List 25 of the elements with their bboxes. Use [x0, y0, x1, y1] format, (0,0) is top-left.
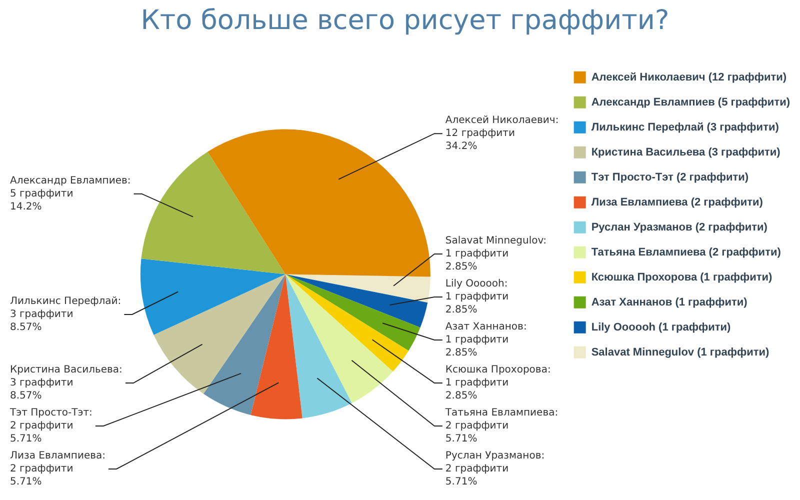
- legend-label: Лиза Евлампиева (2 граффити): [591, 196, 764, 208]
- legend-label: Ксюшка Прохорова (1 граффити): [591, 271, 773, 284]
- data-label: Тэт Просто-Тэт: 2 граффити 5.71%: [9, 408, 92, 445]
- data-label: Татьяна Евлампиева: 2 граффити 5.71%: [444, 408, 558, 445]
- legend-label: Алексей Николаевич (12 граффити): [591, 71, 787, 84]
- legend-label: Азат Ханнанов (1 граффити): [591, 296, 748, 308]
- legend-label: Тэт Просто-Тэт (2 граффити): [591, 171, 749, 184]
- legend-label: Salavat Minnegulov (1 граффити): [591, 346, 770, 358]
- legend-label: Лилькинс Перефлай (3 граффити): [591, 121, 780, 134]
- data-label: Лилькинс Перефлай: 3 граффити 8.57%: [10, 296, 122, 334]
- data-label: Лиза Евлампиева: 2 граффити 5.71%: [10, 450, 106, 488]
- data-label: Руслан Уразманов: 2 граффити 5.71%: [445, 450, 545, 488]
- legend-label: Кристина Васильева (3 граффити): [591, 146, 781, 158]
- data-label: Кристина Васильева: 3 граффити 8.57%: [10, 364, 122, 402]
- data-label: Александр Евлампиев: 5 граффити 14.2%: [10, 175, 131, 212]
- data-label: Ксюшка Прохорова: 1 граффити 2.85%: [445, 364, 551, 402]
- data-label: Salavat Minnegulov: 1 граффити 2.85%: [445, 236, 547, 273]
- data-label: Азат Ханнанов: 1 граффити 2.85%: [445, 322, 527, 359]
- data-label: Алексей Николаевич: 12 граффити 34.2%: [445, 115, 559, 152]
- legend-label: Lily Oooooh (1 граффити): [591, 321, 731, 334]
- legend-label: Татьяна Евлампиева (2 граффити): [591, 246, 782, 258]
- chart-title: Кто больше всего рисует граффити?: [140, 5, 670, 36]
- legend-label: Руслан Уразманов (2 граффити): [591, 221, 768, 234]
- legend-label: Александр Евлампиев (5 граффити): [591, 96, 790, 108]
- data-label: Lily Oooooh: 1 граффити 2.85%: [445, 278, 509, 316]
